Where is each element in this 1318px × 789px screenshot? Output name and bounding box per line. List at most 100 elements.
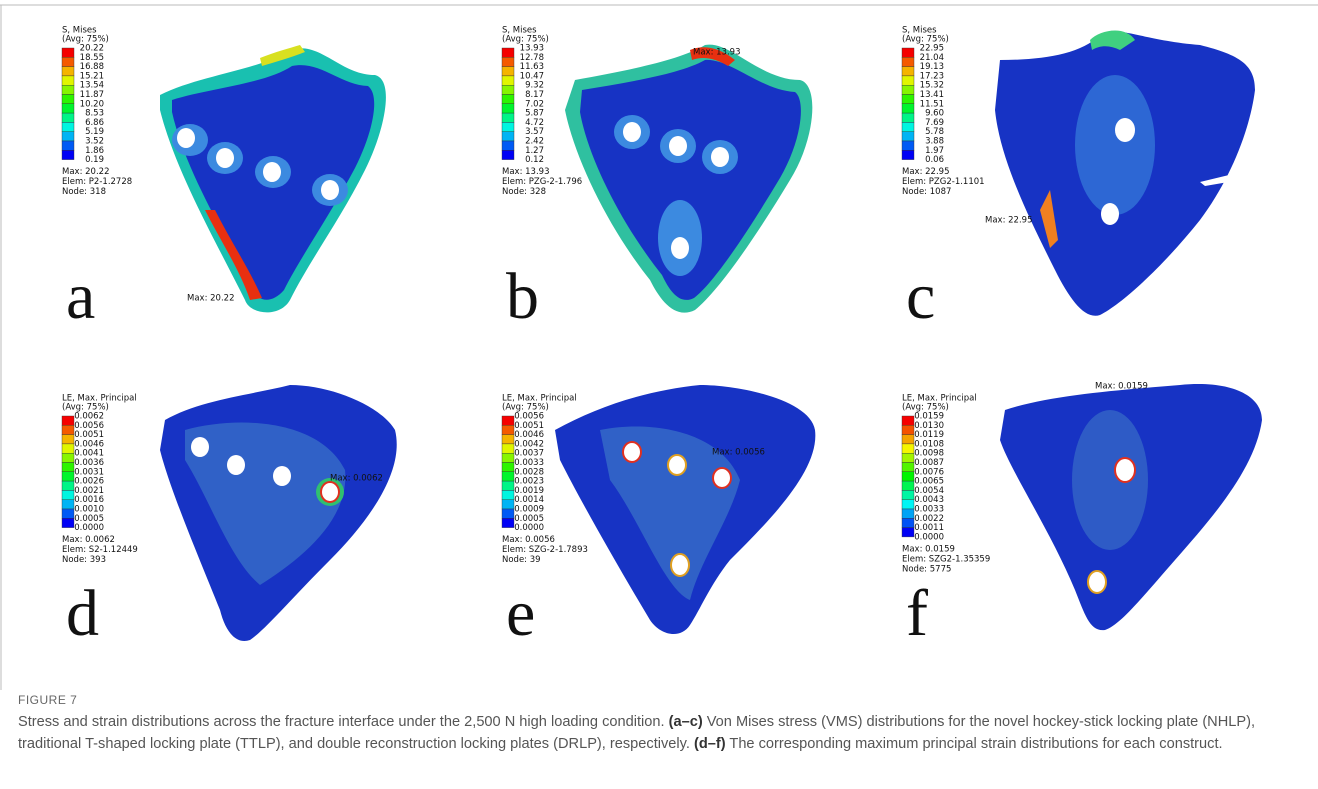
legend-value: 0.0033: [514, 458, 544, 468]
legend-value: 19.13: [920, 62, 944, 72]
legend-value: 0.0098: [914, 449, 944, 459]
legend-value: 11.87: [80, 90, 104, 100]
hole: [670, 553, 690, 577]
legend-value: 9.32: [525, 81, 544, 91]
colorbar-swatch: [501, 462, 515, 473]
legend-value: 0.0056: [514, 412, 544, 422]
legend-title: LE, Max. Principal: [62, 394, 137, 404]
legend-avg: (Avg: 75%): [502, 403, 549, 413]
notch: [1200, 532, 1258, 552]
hole: [667, 454, 687, 476]
colorbar-swatch: [901, 453, 915, 463]
elem-info: Elem: PZG2-1.1101: [902, 177, 985, 187]
models: [160, 30, 1262, 641]
halo: [1072, 410, 1148, 550]
colorbar-swatch: [501, 140, 515, 151]
figure-label: FIGURE 7: [18, 693, 78, 707]
legend-value: 0.0037: [514, 449, 544, 459]
max-annotation: Max: 0.0159: [1095, 382, 1148, 392]
colorbar-swatch: [501, 480, 515, 491]
colorbar-swatch: [501, 508, 515, 519]
colorbar-swatch: [501, 443, 515, 454]
legend-value: 5.19: [85, 127, 104, 137]
legend-value: 0.0043: [914, 495, 944, 505]
hole: [216, 148, 234, 168]
colorbar-swatch: [501, 150, 515, 160]
legend-value: 21.04: [920, 53, 944, 63]
legend-value: 0.06: [925, 155, 944, 165]
colorbar-swatch: [501, 499, 515, 510]
legend-value: 0.0026: [74, 477, 104, 487]
notch: [1200, 168, 1258, 186]
colorbar-swatch: [61, 57, 75, 67]
colorbar-swatch: [61, 415, 75, 426]
colorbar-swatch: [61, 453, 75, 463]
colorbar-swatch: [501, 103, 515, 114]
node-info: Node: 328: [502, 187, 546, 197]
legend-avg: (Avg: 75%): [62, 35, 109, 45]
legend-value: 16.88: [80, 62, 104, 72]
colorbar-swatch: [501, 47, 515, 58]
caption-part: The corresponding maximum principal stra…: [725, 735, 1223, 752]
legend-value: 0.0009: [514, 505, 544, 515]
legend-value: 0.0042: [514, 439, 544, 449]
legend-value: 0.0033: [914, 505, 944, 515]
elem-info: Elem: SZG2-1.35359: [902, 554, 990, 564]
colorbar-swatch: [901, 131, 915, 142]
colorbar-swatch: [501, 84, 515, 95]
legend-value: 0.0011: [914, 523, 944, 533]
hole: [321, 180, 339, 200]
node-info: Node: 318: [62, 187, 106, 197]
legend-value: 5.87: [525, 109, 544, 119]
hole: [623, 122, 641, 142]
legend-value: 3.57: [525, 127, 544, 137]
legend-value: 13.93: [520, 44, 544, 54]
legend-value: 0.0051: [514, 421, 544, 431]
max-info: Max: 0.0159: [902, 544, 955, 554]
max-info: Max: 22.95: [902, 167, 949, 177]
colorbar-swatch: [501, 518, 515, 528]
colorbar-swatch: [901, 150, 915, 160]
legend-value: 0.0051: [74, 430, 104, 440]
legend-value: 0.0010: [74, 505, 104, 515]
colorbar-swatch: [901, 471, 915, 482]
legend-value: 0.0000: [74, 523, 104, 533]
legend-title: S, Mises: [902, 26, 937, 36]
legend-value: 10.20: [80, 99, 104, 109]
colorbar-swatch: [901, 94, 915, 105]
legend-value: 15.21: [80, 71, 104, 81]
figure: S, Mises(Avg: 75%)20.2218.5516.8815.2113…: [0, 4, 1318, 690]
colorbar-swatch: [61, 122, 75, 132]
legend-value: 0.0036: [74, 458, 104, 468]
legend-value: 7.69: [925, 118, 944, 128]
hole: [622, 441, 642, 463]
colorbar-swatch: [501, 425, 515, 435]
colorbar-swatch: [61, 75, 75, 86]
hole: [1087, 570, 1107, 594]
colorbar-swatch: [61, 462, 75, 473]
legend-value: 22.95: [920, 44, 944, 54]
hole: [669, 136, 687, 156]
node-info: Node: 5775: [902, 564, 951, 574]
colorbar-swatch: [901, 499, 915, 510]
colorbar-swatch: [61, 66, 75, 77]
colorbar-swatch: [501, 131, 515, 142]
hole: [1101, 203, 1119, 225]
panel-letter: f: [906, 577, 928, 650]
legend-title: S, Mises: [502, 26, 537, 36]
max-annotation: Max: 13.93: [693, 48, 740, 58]
colorbar-swatch: [61, 480, 75, 491]
colorbar-swatch: [61, 94, 75, 105]
legend-value: 0.0016: [74, 495, 104, 505]
colorbar-swatch: [61, 434, 75, 445]
hole: [1115, 118, 1135, 142]
caption-part: (a–c): [668, 714, 703, 730]
node-info: Node: 393: [62, 555, 106, 565]
legend-value: 8.17: [525, 90, 544, 100]
legend-value: 6.86: [85, 118, 104, 128]
legend-avg: (Avg: 75%): [62, 403, 109, 413]
colorbar-swatch: [61, 443, 75, 454]
legend-value: 0.0119: [914, 430, 944, 440]
colorbar-swatch: [501, 75, 515, 86]
legend-value: 11.63: [520, 62, 544, 72]
